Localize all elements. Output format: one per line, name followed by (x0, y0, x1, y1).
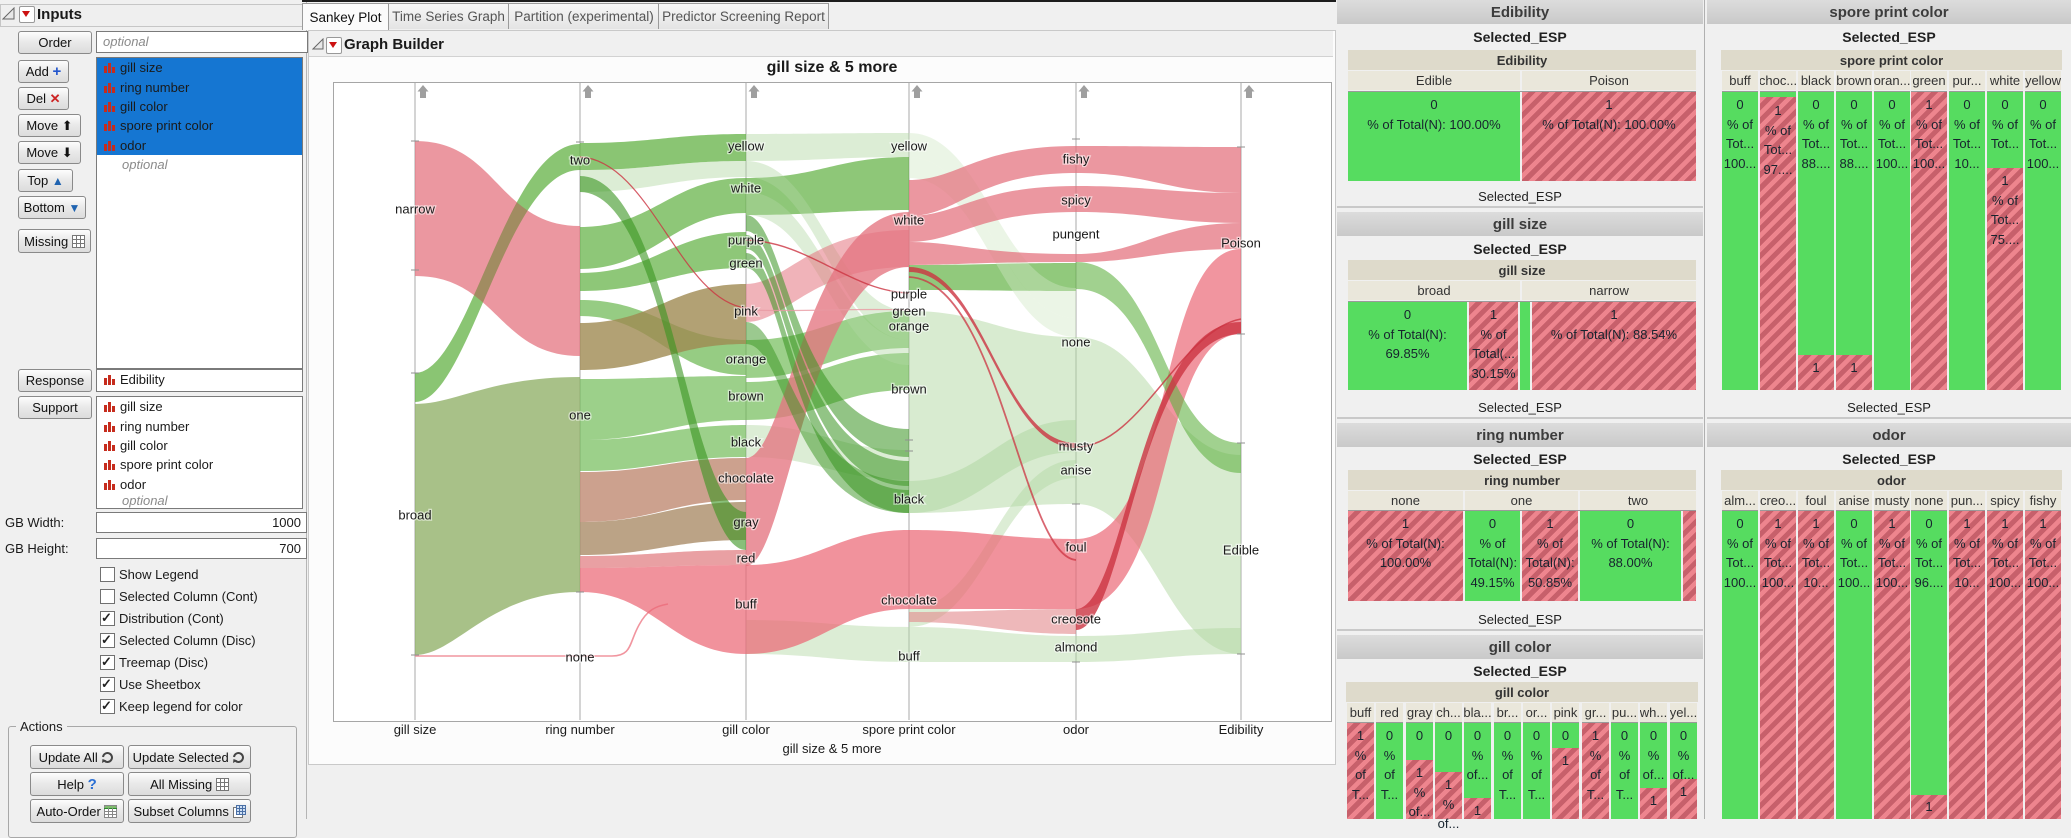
svg-text:buff: buff (898, 649, 920, 664)
svg-text:two: two (570, 153, 590, 168)
svg-text:green: green (892, 304, 925, 319)
svg-text:pungent: pungent (1053, 227, 1100, 242)
svg-text:none: none (566, 650, 595, 665)
svg-text:pink: pink (734, 304, 758, 319)
svg-text:yellow: yellow (728, 139, 765, 154)
svg-text:none: none (1062, 335, 1091, 350)
svg-text:black: black (731, 435, 762, 450)
svg-text:red: red (737, 551, 756, 566)
svg-text:brown: brown (891, 382, 926, 397)
svg-text:Edible: Edible (1223, 543, 1259, 558)
svg-text:chocolate: chocolate (881, 593, 937, 608)
svg-text:anise: anise (1060, 463, 1091, 478)
svg-text:brown: brown (728, 389, 763, 404)
svg-text:yellow: yellow (891, 139, 928, 154)
svg-text:purple: purple (728, 233, 764, 248)
svg-text:black: black (894, 492, 925, 507)
svg-text:spicy: spicy (1061, 193, 1091, 208)
svg-text:buff: buff (735, 597, 757, 612)
svg-text:chocolate: chocolate (718, 471, 774, 486)
svg-text:almond: almond (1055, 640, 1098, 655)
svg-text:green: green (729, 256, 762, 271)
svg-text:foul: foul (1066, 540, 1087, 555)
svg-text:broad: broad (398, 508, 431, 523)
svg-text:white: white (730, 181, 761, 196)
svg-text:gray: gray (733, 515, 759, 530)
svg-text:orange: orange (889, 319, 929, 334)
svg-text:creosote: creosote (1051, 612, 1101, 627)
svg-text:one: one (569, 408, 591, 423)
svg-text:white: white (893, 213, 924, 228)
svg-text:orange: orange (726, 352, 766, 367)
svg-text:fishy: fishy (1063, 152, 1090, 167)
svg-text:Poison: Poison (1221, 236, 1261, 251)
svg-text:musty: musty (1059, 439, 1094, 454)
svg-text:narrow: narrow (395, 202, 435, 217)
svg-text:purple: purple (891, 287, 927, 302)
